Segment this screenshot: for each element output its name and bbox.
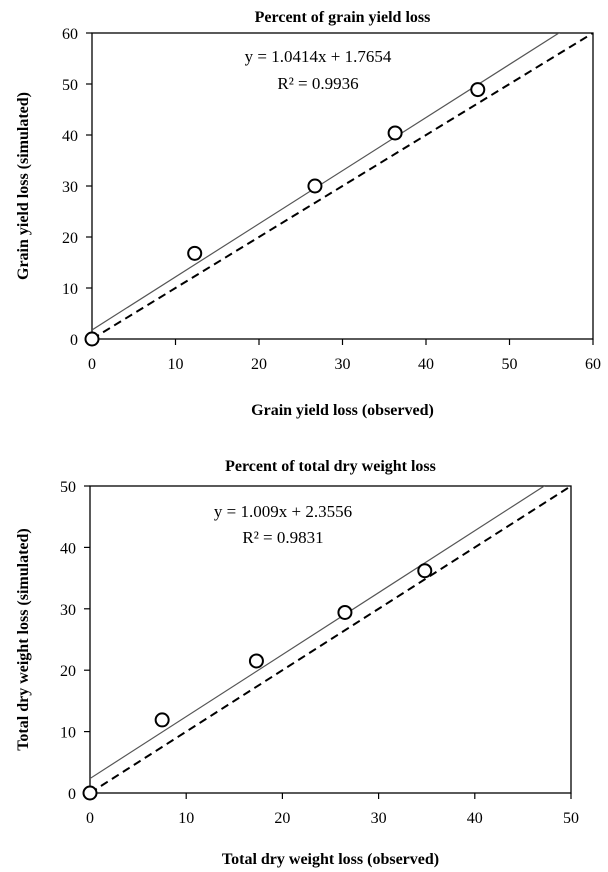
y-tick-label: 50 — [62, 77, 78, 94]
x-axis-label: Total dry weight loss (observed) — [222, 851, 439, 868]
chart-2: Percent of total dry weight loss 0 10 20 30 4… — [15, 458, 579, 868]
r-squared-label: R² = 0.9831 — [242, 528, 323, 547]
y-tick-label: 20 — [60, 663, 76, 680]
x-tick-label: 40 — [418, 356, 434, 373]
y-tick-label: 40 — [60, 540, 76, 557]
data-point — [84, 331, 100, 347]
chart-1: Percent of grain yield loss 0 10 20 30 40 50 60… — [15, 9, 601, 419]
regression-line — [90, 486, 546, 780]
x-tick-label: 20 — [251, 356, 267, 373]
y-tick-label: 30 — [60, 602, 76, 619]
data-point — [307, 178, 323, 194]
one-to-one-line — [90, 486, 571, 793]
x-tick-label: 10 — [178, 810, 194, 827]
regression-line — [92, 33, 561, 331]
y-tick-label: 10 — [62, 281, 78, 298]
regression-equation: y = 1.009x + 2.3556 — [214, 502, 352, 521]
y-tick-label: 30 — [62, 179, 78, 196]
x-tick-label: 40 — [467, 810, 483, 827]
x-tick-label: 30 — [335, 356, 351, 373]
data-point — [248, 653, 264, 669]
data-point — [82, 785, 98, 801]
y-tick-label: 40 — [62, 128, 78, 145]
data-point — [337, 604, 353, 620]
x-tick-label: 0 — [88, 356, 96, 373]
y-tick-label: 60 — [62, 26, 78, 43]
x-tick-label: 10 — [168, 356, 184, 373]
x-tick-label: 60 — [585, 356, 601, 373]
y-axis-label: Grain yield loss (simulated) — [15, 92, 32, 280]
y-tick-label: 50 — [60, 479, 76, 496]
data-point — [187, 245, 203, 261]
x-tick-label: 30 — [371, 810, 387, 827]
y-tick-label: 10 — [60, 725, 76, 742]
y-tick-label: 0 — [68, 786, 76, 803]
one-to-one-line — [92, 33, 593, 339]
plot-frame — [89, 485, 572, 794]
y-tick-label: 20 — [62, 230, 78, 247]
x-tick-label: 50 — [563, 810, 579, 827]
data-point — [470, 82, 486, 98]
data-point — [417, 563, 433, 579]
x-tick-label: 20 — [274, 810, 290, 827]
data-point — [154, 712, 170, 728]
r-squared-label: R² = 0.9936 — [277, 74, 358, 93]
chart-title: Percent of total dry weight loss — [225, 458, 436, 475]
regression-equation: y = 1.0414x + 1.7654 — [245, 47, 392, 66]
x-tick-label: 50 — [502, 356, 518, 373]
y-axis-label: Total dry weight loss (simulated) — [15, 528, 32, 751]
chart-title: Percent of grain yield loss — [255, 9, 431, 26]
x-tick-label: 0 — [86, 810, 94, 827]
data-point — [387, 125, 403, 141]
x-axis-label: Grain yield loss (observed) — [251, 402, 434, 419]
y-tick-label: 0 — [70, 332, 78, 349]
